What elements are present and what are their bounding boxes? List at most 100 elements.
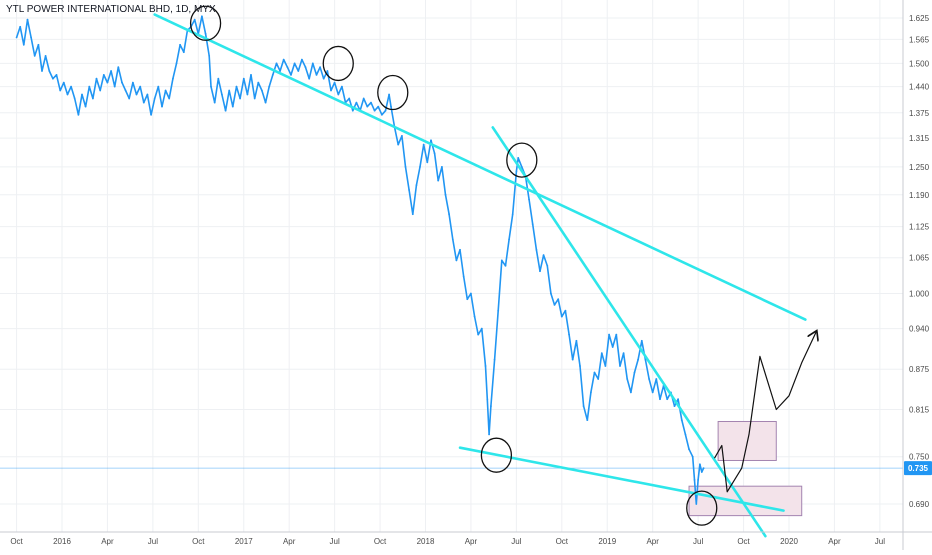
price-point [201,15,203,18]
price-line[interactable] [15,15,705,505]
price-point [213,101,216,104]
price-point [208,55,211,57]
price-point [666,398,669,401]
price-point [659,398,661,401]
price-point [480,327,483,330]
price-point [593,371,596,374]
price-point [30,36,32,39]
trendline[interactable] [458,446,785,512]
price-point [279,70,281,72]
x-tick-label: 2020 [780,537,798,546]
highlight-circle[interactable] [322,45,354,82]
price-point [486,398,489,401]
price-point [261,89,263,92]
price-point [117,66,120,69]
price-point [448,213,450,216]
x-tick-label: Oct [10,537,23,546]
highlight-circle[interactable] [189,5,222,41]
trendline[interactable] [153,13,807,321]
price-point [146,93,149,96]
price-point [520,166,523,168]
price-point [390,105,392,108]
price-point [362,97,365,100]
price-point [700,471,703,473]
price-point [44,55,47,57]
y-tick-label: 0.750 [909,453,930,462]
price-point [242,77,245,80]
price-point [217,77,220,80]
price-point [275,62,278,65]
x-tick-label: Oct [556,537,569,546]
price-point [415,184,418,187]
price-point [193,18,196,21]
highlight-circle[interactable] [480,437,513,473]
price-point [493,358,496,361]
price-point [102,74,105,76]
price-point [264,101,267,104]
price-point [73,97,76,100]
price-point [419,166,421,168]
price-point [311,62,314,65]
price-point [246,93,249,96]
price-point [175,62,178,65]
price-point [172,77,174,80]
price-point [37,43,40,46]
x-tick-label: Apr [828,537,841,546]
price-point [630,391,632,394]
x-tick-label: Oct [192,537,205,546]
price-point [326,70,329,72]
price-point [59,89,62,92]
highlight-circle[interactable] [686,490,718,526]
price-point [437,179,440,182]
price-point [404,166,407,168]
price-point [333,81,336,84]
x-tick-label: Jul [511,537,521,546]
trendline[interactable] [491,126,767,538]
highlight-circle[interactable] [506,142,538,178]
price-point [444,193,447,196]
price-point [26,18,29,21]
price-point [500,259,503,262]
price-point [164,89,167,92]
highlight-circle[interactable] [377,74,409,111]
price-point [304,66,307,69]
price-point [637,358,639,361]
price-point [411,213,414,216]
y-tick-label: 1.315 [909,134,930,143]
price-point [95,77,98,80]
price-point [504,264,507,267]
zone-rectangle[interactable] [688,485,803,517]
price-point [401,135,403,137]
price-point [81,93,83,96]
price-point [70,85,72,88]
price-point [231,105,234,108]
price-point [590,391,592,394]
price-point [626,378,629,380]
price-point [422,143,425,146]
price-point [488,433,490,436]
price-point [611,346,614,348]
price-point [66,93,69,96]
price-point [575,339,578,342]
y-tick-label: 1.625 [909,14,930,23]
price-point [697,479,699,481]
price-point [221,93,223,96]
price-point [257,81,260,84]
price-point [348,97,351,100]
price-point [297,70,300,72]
price-point [157,85,160,88]
price-point [684,433,687,436]
price-point [550,292,552,295]
x-tick-label: Apr [101,537,114,546]
price-point [381,113,383,116]
price-point [286,66,289,69]
price-point [695,503,698,505]
projection-path[interactable] [713,332,817,493]
x-tick-label: Jul [875,537,885,546]
price-point [228,89,231,92]
price-point [77,113,80,116]
price-point [553,304,556,306]
price-point [497,309,500,312]
